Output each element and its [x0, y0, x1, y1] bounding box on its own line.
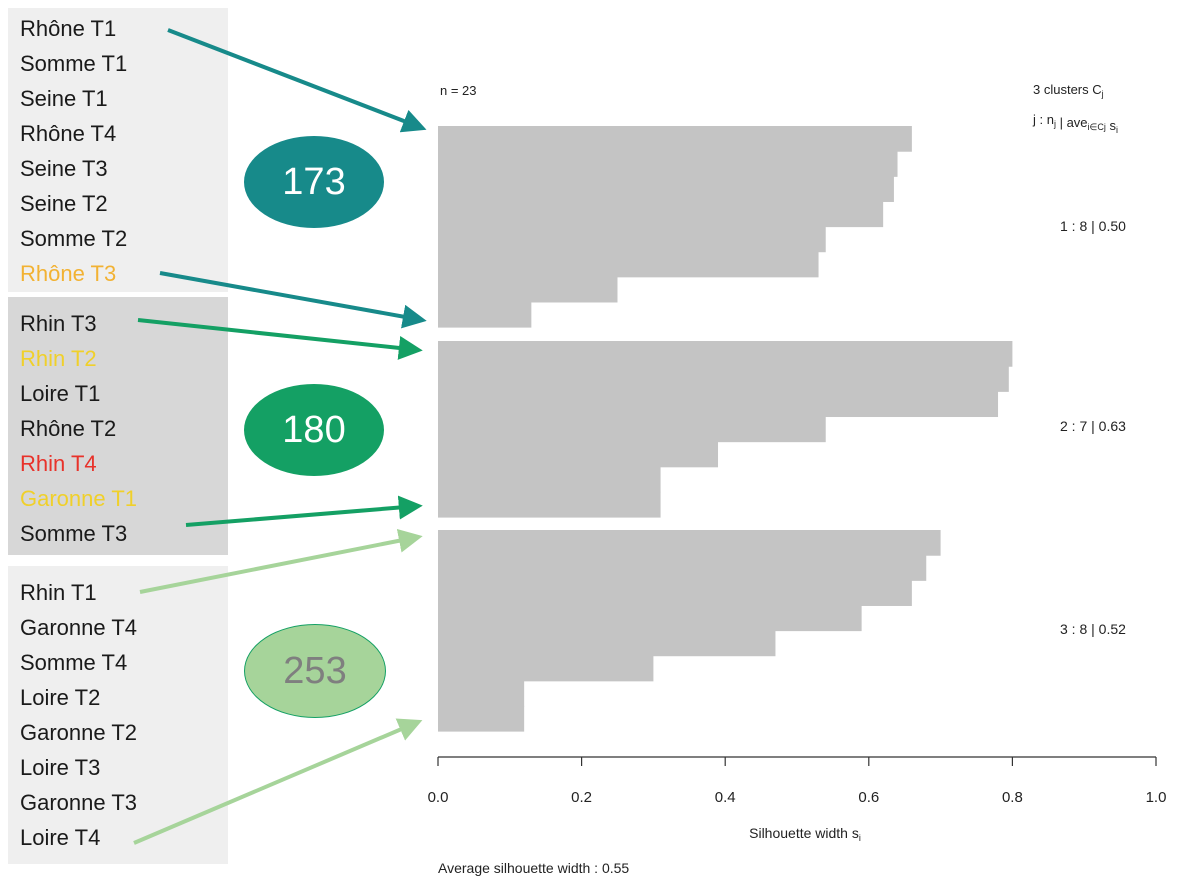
average-silhouette-label: Average silhouette width : 0.55	[438, 860, 629, 876]
silhouette-bar	[438, 226, 826, 253]
pointer-arrow	[139, 528, 423, 594]
x-tick-label: 0.4	[715, 789, 736, 806]
silhouette-bar	[438, 530, 941, 556]
group-background-3	[8, 566, 228, 864]
silhouette-bar	[438, 251, 819, 278]
silhouette-bar	[438, 151, 898, 177]
silhouette-bar	[438, 491, 661, 518]
sample-label: Rhône T1	[20, 16, 117, 41]
sample-label: Garonne T4	[20, 615, 138, 640]
cluster-badge-3: 253	[244, 624, 386, 718]
silhouette-bar	[438, 341, 1013, 367]
arrows-layer	[133, 28, 427, 845]
x-tick-label: 0.2	[571, 789, 592, 806]
legend-subtitle: j : nj | avei∈Cj si	[1032, 112, 1118, 135]
sample-label: Loire T2	[20, 685, 101, 710]
silhouette-bar	[438, 176, 894, 202]
sample-label: Seine T2	[20, 191, 108, 216]
sample-label: Seine T1	[20, 86, 108, 111]
x-tick-label: 1.0	[1146, 789, 1167, 806]
cluster-badge-value: 253	[283, 649, 347, 692]
sample-label: Rhin T1	[20, 580, 97, 605]
silhouette-bar	[438, 441, 719, 468]
silhouette-bar	[438, 126, 912, 152]
sample-label: Loire T4	[20, 825, 101, 850]
pointer-arrow	[167, 28, 427, 133]
bars-layer	[438, 126, 1013, 732]
x-axis: 0.0 0.2 0.4 0.6 0.8 1.0	[428, 756, 1167, 806]
sample-label: Garonne T2	[20, 720, 138, 745]
x-tick-label: 0.8	[1002, 789, 1023, 806]
group-background-1	[8, 8, 228, 292]
silhouette-bar	[438, 416, 826, 443]
silhouette-bar	[438, 680, 525, 707]
cluster-badge-value: 173	[282, 160, 346, 203]
silhouette-bar	[438, 466, 661, 493]
pointer-arrow	[137, 318, 423, 360]
sample-label: Somme T4	[20, 650, 128, 675]
cluster-summaries: 1 : 8 | 0.50 2 : 7 | 0.63 3 : 8 | 0.52	[1060, 218, 1126, 637]
pointer-arrow	[133, 718, 423, 845]
silhouette-bar	[438, 301, 532, 328]
sample-label: Seine T3	[20, 156, 108, 181]
silhouette-bar	[438, 555, 927, 581]
cluster-badge-1: 173	[244, 136, 384, 228]
pointer-arrow	[159, 271, 427, 329]
cluster-summary: 1 : 8 | 0.50	[1060, 218, 1126, 234]
sample-label: Rhône T3	[20, 261, 117, 286]
sample-label: Rhin T3	[20, 311, 97, 336]
cluster-badge-2: 180	[244, 384, 384, 476]
sample-label: Garonne T1	[20, 486, 138, 511]
sample-label: Rhône T2	[20, 416, 117, 441]
group-background-2	[8, 297, 228, 555]
n-count-label: n = 23	[440, 83, 477, 98]
silhouette-bar	[438, 630, 776, 657]
sample-label: Loire T3	[20, 755, 101, 780]
sample-label: Rhin T4	[20, 451, 97, 476]
silhouette-bar	[438, 366, 1009, 392]
x-tick-label: 0.6	[858, 789, 879, 806]
silhouette-bar	[438, 605, 862, 632]
x-axis-label: Silhouette width si	[749, 825, 861, 843]
silhouette-bar	[438, 201, 884, 228]
sample-label: Loire T1	[20, 381, 101, 406]
sample-label: Garonne T3	[20, 790, 138, 815]
silhouette-bar	[438, 655, 654, 682]
sample-label: Somme T1	[20, 51, 128, 76]
cluster-badge-value: 180	[282, 408, 346, 451]
cluster-summary: 2 : 7 | 0.63	[1060, 418, 1126, 434]
silhouette-bar	[438, 276, 618, 303]
sample-label: Rhône T4	[20, 121, 117, 146]
pointer-arrow	[185, 495, 423, 527]
sample-label: Rhin T2	[20, 346, 97, 371]
sample-label: Somme T3	[20, 521, 128, 546]
silhouette-bar	[438, 391, 999, 418]
cluster-summary: 3 : 8 | 0.52	[1060, 621, 1126, 637]
x-tick-label: 0.0	[428, 789, 449, 806]
silhouette-bar	[438, 705, 525, 732]
sample-label: Somme T2	[20, 226, 128, 251]
silhouette-bar	[438, 580, 912, 606]
legend-title: 3 clusters Cj	[1033, 82, 1104, 99]
